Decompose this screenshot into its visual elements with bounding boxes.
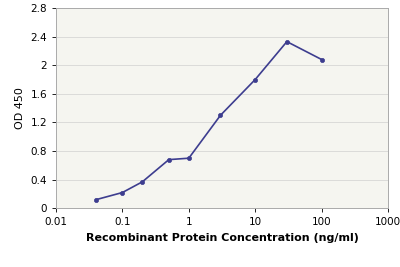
X-axis label: Recombinant Protein Concentration (ng/ml): Recombinant Protein Concentration (ng/ml… (86, 233, 358, 243)
Y-axis label: OD 450: OD 450 (15, 87, 25, 129)
